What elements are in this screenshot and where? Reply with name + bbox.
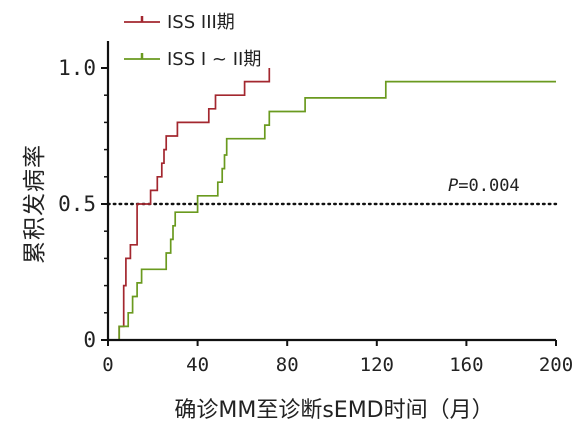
p-value-annotation: P=0.004 [448, 176, 520, 196]
tick-labels: 0 40 80 120 160 200 0 0.5 1.0 [58, 56, 573, 376]
series-line-iss-i-ii [108, 80, 556, 341]
x-tick-label-120: 120 [360, 354, 394, 376]
legend-entry-iss-i-ii: ISS I ~ II期 [124, 49, 261, 70]
series-lines [108, 68, 556, 341]
x-axis-label: 确诊MM至诊断sEMD时间（月） [174, 398, 493, 423]
y-tick-label-1.0: 1.0 [58, 56, 96, 80]
y-tick-label-0: 0 [83, 328, 96, 352]
y-tick-label-0.5: 0.5 [58, 192, 96, 216]
x-tick-label-160: 160 [449, 354, 483, 376]
series-line-iss-iii [108, 68, 271, 341]
y-axis-label: 累积发病率 [22, 144, 48, 264]
x-tick-label-80: 80 [276, 354, 299, 376]
legend-entry-iss-iii: ISS III期 [124, 12, 235, 33]
p-value-number: =0.004 [458, 176, 519, 196]
x-tick-label-200: 200 [539, 354, 573, 376]
legend-label-iss-i-ii: ISS I ~ II期 [167, 49, 261, 70]
x-tick-label-40: 40 [186, 354, 209, 376]
legend-label-iss-iii: ISS III期 [167, 12, 235, 33]
axes [101, 41, 557, 346]
x-tick-label-0: 0 [102, 354, 113, 376]
legend: ISS III期 ISS I ~ II期 [124, 12, 261, 70]
p-value-letter: P [448, 176, 458, 196]
